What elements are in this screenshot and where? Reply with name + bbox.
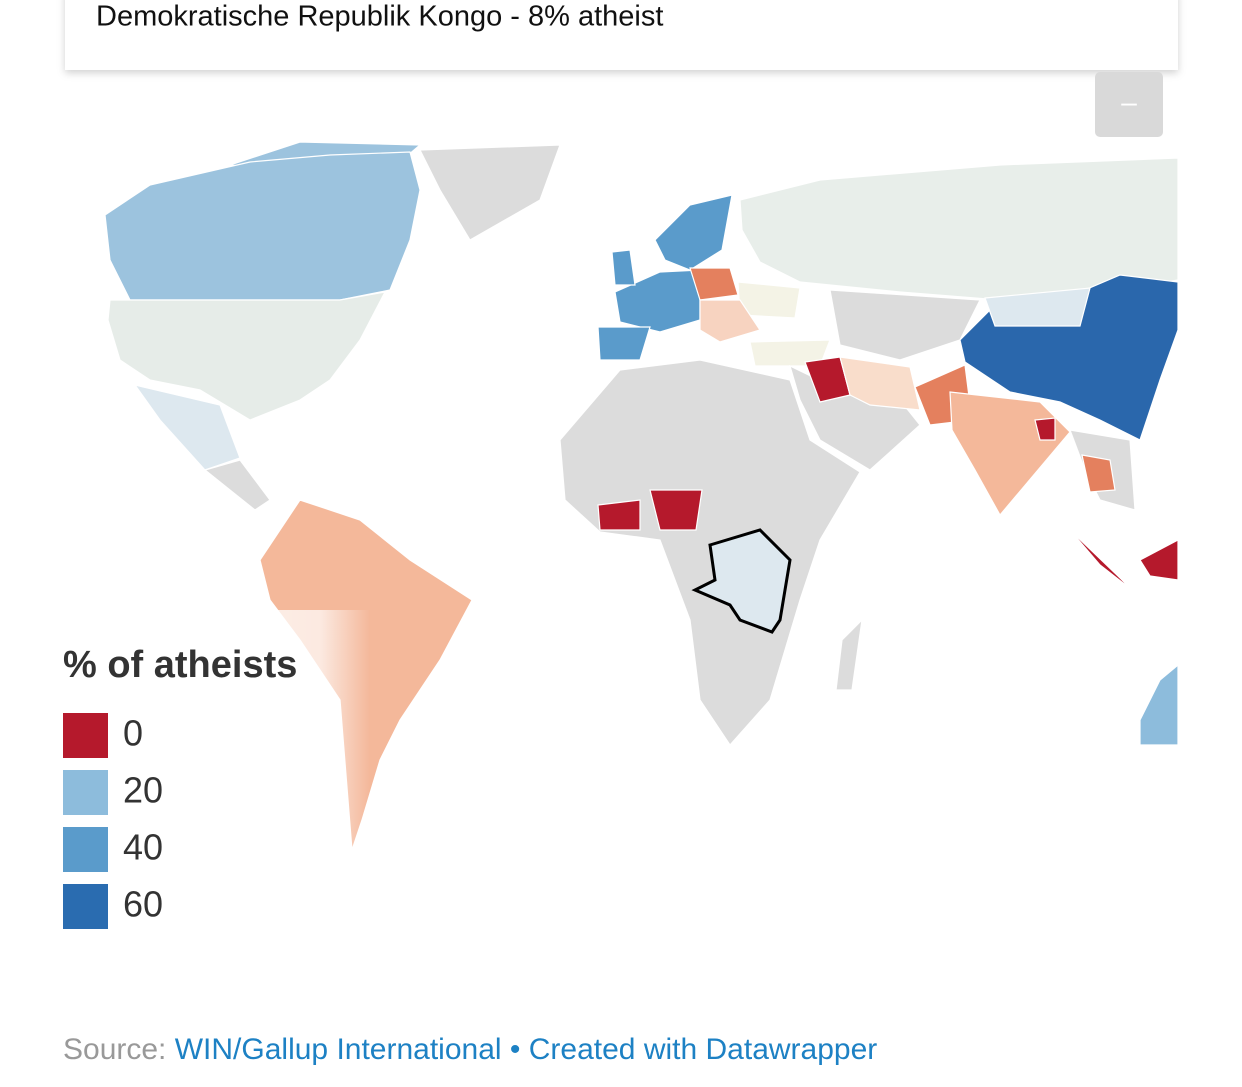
central-america[interactable]	[203, 459, 271, 511]
credit-link[interactable]: Created with Datawrapper	[529, 1033, 878, 1066]
legend-title: % of atheists	[63, 644, 297, 686]
usa[interactable]	[107, 291, 387, 421]
indonesia-west[interactable]	[1069, 529, 1133, 591]
uk[interactable]	[611, 249, 636, 286]
greenland[interactable]	[419, 144, 561, 241]
spain[interactable]	[597, 326, 651, 361]
zoom-button-box[interactable]	[1095, 72, 1163, 137]
legend-label: 60	[123, 884, 163, 925]
madagascar[interactable]	[835, 618, 863, 691]
legend-swatch	[63, 713, 108, 758]
source-link[interactable]: WIN/Gallup International	[175, 1033, 502, 1066]
legend-label: 20	[123, 770, 163, 811]
separator: •	[510, 1033, 521, 1066]
india[interactable]	[949, 391, 1071, 517]
source-label: Source:	[63, 1033, 166, 1066]
thailand[interactable]	[1081, 454, 1116, 493]
footer: Source: WIN/Gallup International • Creat…	[63, 1033, 877, 1066]
tooltip-text: Demokratische Republik Kongo - 8% atheis…	[96, 1, 663, 33]
dr-congo[interactable]	[691, 528, 792, 634]
zoom-out-button[interactable]: –	[1095, 72, 1163, 137]
bangladesh[interactable]	[1034, 417, 1056, 441]
poland[interactable]	[689, 267, 739, 301]
legend: % of atheists 0 20 40 60	[63, 644, 297, 929]
mexico[interactable]	[133, 384, 241, 471]
world-map	[104, 141, 1179, 851]
zoom-button-label[interactable]: –	[1121, 86, 1137, 117]
legend-swatch	[63, 770, 108, 815]
central-asia[interactable]	[829, 289, 981, 361]
scandinavia[interactable]	[654, 194, 733, 271]
legend-label: 0	[123, 713, 143, 754]
tooltip: Demokratische Republik Kongo - 8% atheis…	[65, 0, 1178, 70]
indonesia-east[interactable]	[1139, 539, 1179, 581]
iran[interactable]	[839, 356, 921, 411]
canada[interactable]	[104, 151, 421, 301]
ivory-coast-ghana[interactable]	[597, 499, 641, 531]
australia[interactable]	[1139, 663, 1179, 746]
eastern-europe[interactable]	[699, 299, 761, 343]
mongolia[interactable]	[984, 287, 1091, 327]
legend-label: 40	[123, 827, 163, 868]
legend-swatch	[63, 884, 108, 929]
legend-swatch	[63, 827, 108, 872]
tooltip-box	[65, 0, 1178, 70]
nigeria[interactable]	[649, 489, 703, 531]
